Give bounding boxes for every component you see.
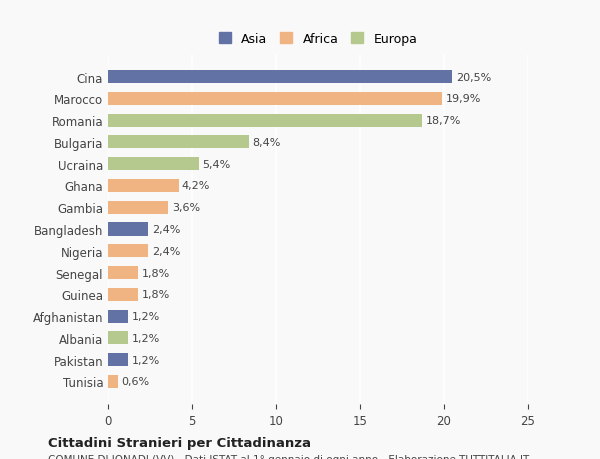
Text: Cittadini Stranieri per Cittadinanza: Cittadini Stranieri per Cittadinanza [48,436,311,449]
Text: 0,6%: 0,6% [121,376,149,386]
Bar [108,266,138,280]
Legend: Asia, Africa, Europa: Asia, Africa, Europa [212,27,424,52]
Text: 8,4%: 8,4% [253,138,281,148]
Text: 3,6%: 3,6% [172,203,200,213]
Bar [108,93,442,106]
Text: 19,9%: 19,9% [446,94,481,104]
Text: 1,8%: 1,8% [142,268,170,278]
Bar [108,136,249,149]
Bar [108,310,128,323]
Text: 20,5%: 20,5% [456,73,491,83]
Text: 2,4%: 2,4% [152,224,180,235]
Bar [108,114,422,128]
Text: 1,2%: 1,2% [131,311,160,321]
Text: 1,2%: 1,2% [131,333,160,343]
Text: 4,2%: 4,2% [182,181,210,191]
Text: 1,2%: 1,2% [131,355,160,365]
Bar [108,288,138,301]
Bar [108,158,199,171]
Bar [108,71,452,84]
Text: COMUNE DI JONADI (VV) - Dati ISTAT al 1° gennaio di ogni anno - Elaborazione TUT: COMUNE DI JONADI (VV) - Dati ISTAT al 1°… [48,454,529,459]
Bar [108,353,128,366]
Bar [108,201,169,214]
Bar [108,223,148,236]
Bar [108,245,148,258]
Text: 18,7%: 18,7% [425,116,461,126]
Bar [108,179,179,193]
Text: 2,4%: 2,4% [152,246,180,256]
Bar [108,331,128,345]
Text: 5,4%: 5,4% [202,159,230,169]
Bar [108,375,118,388]
Text: 1,8%: 1,8% [142,290,170,300]
